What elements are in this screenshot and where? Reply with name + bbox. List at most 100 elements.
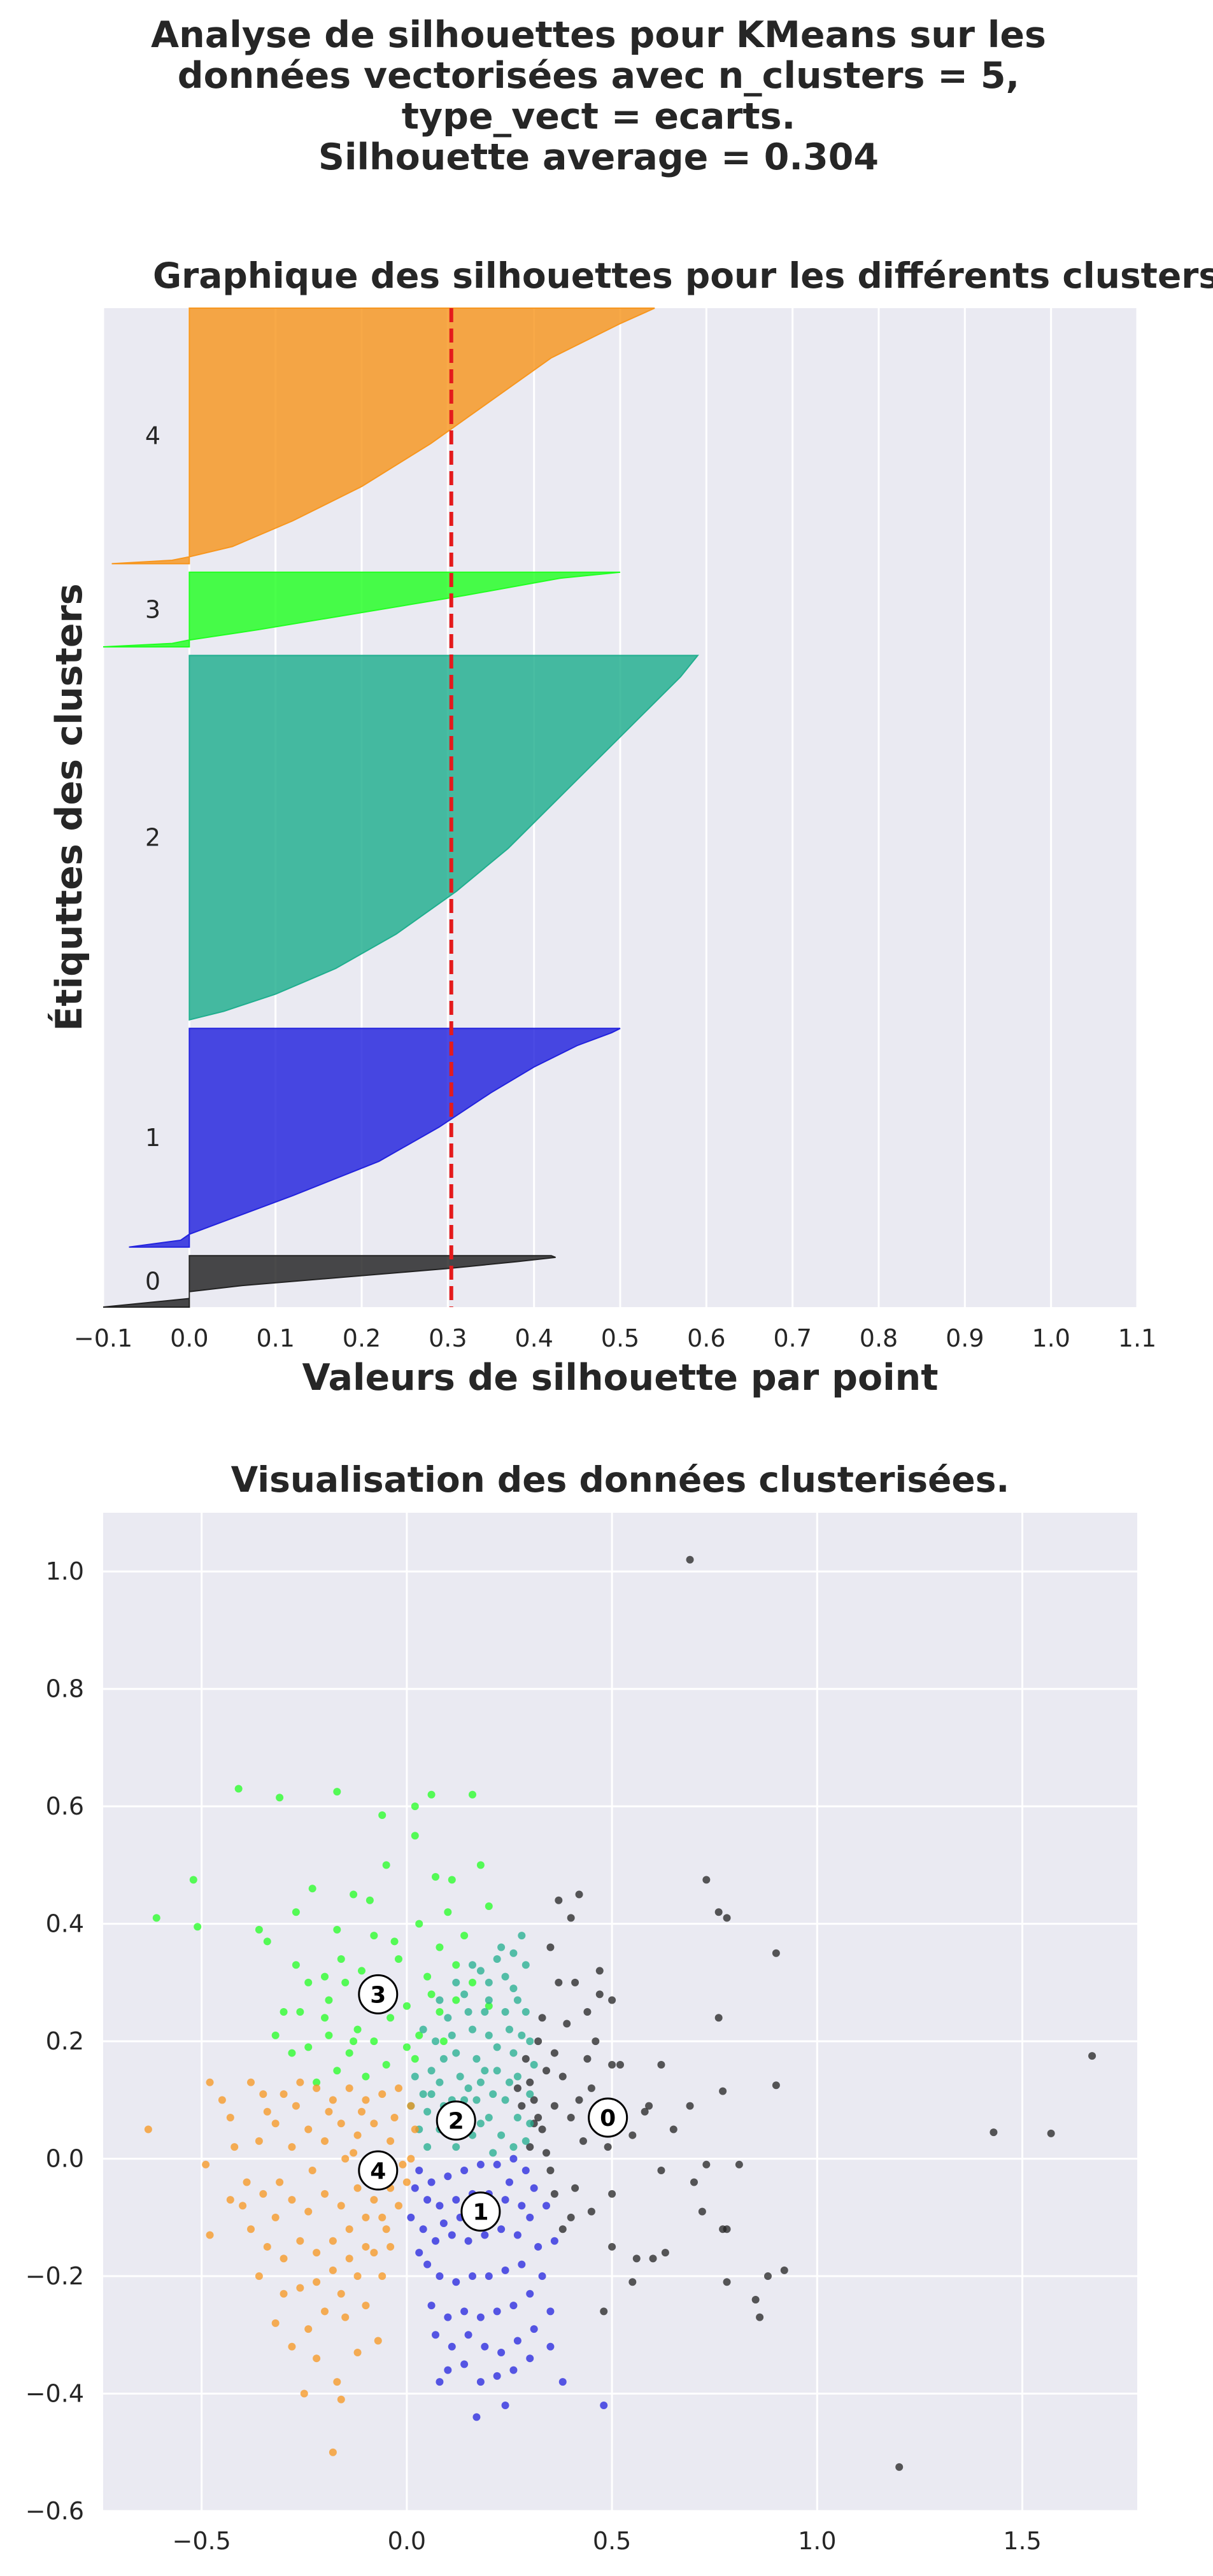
scatter-point-cluster-1 (513, 2231, 521, 2239)
scatter-point-cluster-4 (337, 2120, 345, 2128)
scatter-point-cluster-0 (558, 2072, 567, 2081)
scatter-point-cluster-0 (661, 2249, 669, 2257)
scatter-point-cluster-4 (144, 2125, 152, 2134)
scatter-point-cluster-3 (402, 2043, 411, 2051)
scatter-point-cluster-1 (526, 2354, 534, 2363)
scatter-point-cluster-2 (509, 1949, 518, 1957)
silhouette-cluster-label-2: 2 (145, 824, 160, 852)
silhouette-cluster-label-4: 4 (145, 422, 160, 450)
scatter-point-cluster-0 (714, 1908, 723, 1916)
silhouette-plot-title: Graphique des silhouettes pour les diffé… (153, 255, 1213, 296)
scatter-point-cluster-2 (436, 1996, 444, 2004)
scatter-point-cluster-0 (632, 2254, 641, 2263)
scatter-point-cluster-1 (439, 2219, 448, 2228)
scatter-point-cluster-1 (464, 2237, 472, 2245)
scatter-point-cluster-3 (350, 1890, 358, 1899)
scatter-point-cluster-3 (432, 1872, 439, 1881)
scatter-point-cluster-1 (460, 2360, 469, 2368)
scatter-point-cluster-1 (501, 2266, 509, 2274)
scatter-point-cluster-1 (432, 2237, 439, 2245)
scatter-point-cluster-4 (341, 2155, 350, 2163)
scatter-point-cluster-0 (587, 2084, 595, 2092)
scatter-point-cluster-4 (350, 2149, 358, 2157)
scatter-point-cluster-0 (530, 2096, 538, 2104)
scatter-point-cluster-3 (255, 1925, 263, 1934)
scatter-point-cluster-4 (202, 2160, 210, 2169)
scatter-point-cluster-1 (518, 2202, 526, 2210)
scatter-point-cluster-3 (395, 1955, 402, 1963)
scatter-point-cluster-3 (415, 1920, 423, 1928)
scatter-point-cluster-3 (436, 2008, 444, 2016)
scatter-point-cluster-1 (497, 2225, 506, 2233)
silhouette-area-cluster-1 (129, 1028, 621, 1248)
scatter-point-cluster-3 (189, 1876, 197, 1884)
scatter-point-cluster-3 (362, 2072, 370, 2081)
cluster-center-label-1: 1 (472, 2200, 488, 2226)
figure-title-line-4: Silhouette average = 0.304 (318, 136, 879, 178)
scatter-point-cluster-3 (402, 2002, 411, 2010)
scatter-point-cluster-4 (206, 2078, 214, 2086)
scatter-point-cluster-3 (308, 1885, 316, 1893)
scatter-point-cluster-0 (538, 2125, 546, 2134)
scatter-point-cluster-4 (280, 2090, 288, 2098)
silhouette-area-cluster-0 (103, 1255, 556, 1308)
scatter-point-cluster-4 (308, 2167, 316, 2175)
scatter-point-cluster-2 (518, 1932, 526, 1940)
scatter-point-cluster-3 (452, 1996, 460, 2004)
scatter-point-cluster-3 (444, 1908, 452, 1916)
scatter-point-cluster-2 (419, 2090, 427, 2098)
scatter-point-cluster-4 (321, 2137, 329, 2145)
scatter-y-tick-label: 0.2 (46, 2027, 84, 2055)
scatter-point-cluster-2 (501, 2008, 509, 2016)
scatter-point-cluster-3 (333, 1788, 341, 1796)
scatter-y-tick-label: −0.6 (25, 2497, 84, 2525)
silhouette-x-ticks: −0.1 0.0 0.1 0.2 0.3 0.4 0.5 0.6 0.7 0.8 0.9 1.0 1.1 (74, 1324, 1156, 1352)
scatter-x-tick-label: 1.0 (798, 2527, 836, 2555)
scatter-point-cluster-3 (341, 1978, 350, 1986)
cluster-center-marker-0 (588, 2097, 628, 2138)
scatter-point-cluster-0 (543, 2067, 550, 2075)
figure-title-line-2: données vectorisées avec n_clusters = 5, (178, 55, 1019, 97)
scatter-point-cluster-4 (325, 2107, 333, 2116)
scatter-point-cluster-3 (423, 1972, 432, 1981)
scatter-point-cluster-0 (1047, 2129, 1055, 2137)
scatter-point-cluster-4 (243, 2178, 251, 2186)
scatter-point-cluster-1 (407, 2213, 415, 2221)
scatter-point-cluster-3 (288, 2049, 296, 2057)
scatter-point-cluster-2 (513, 2114, 521, 2122)
scatter-point-cluster-3 (469, 1978, 476, 1986)
scatter-point-cluster-1 (427, 2302, 436, 2310)
scatter-point-cluster-2 (509, 2049, 518, 2057)
scatter-point-cluster-3 (350, 2037, 358, 2046)
scatter-point-cluster-1 (526, 2289, 534, 2298)
scatter-point-cluster-3 (292, 1961, 300, 1969)
silhouette-x-tick-label: 0.7 (773, 1324, 811, 1352)
scatter-point-cluster-0 (546, 1943, 555, 1951)
scatter-point-cluster-4 (321, 2307, 329, 2316)
scatter-point-cluster-4 (255, 2137, 263, 2145)
scatter-point-cluster-4 (296, 2237, 304, 2245)
scatter-point-cluster-4 (353, 2348, 362, 2356)
scatter-point-cluster-0 (1088, 2052, 1096, 2060)
scatter-point-cluster-0 (575, 1890, 583, 1899)
scatter-point-cluster-2 (506, 2078, 513, 2086)
scatter-point-cluster-2 (485, 2031, 493, 2039)
scatter-point-cluster-3 (370, 2037, 378, 2046)
scatter-point-cluster-4 (390, 2114, 399, 2122)
scatter-point-cluster-4 (288, 2196, 296, 2204)
scatter-point-cluster-2 (526, 2037, 534, 2046)
scatter-point-cluster-3 (271, 2031, 280, 2039)
scatter-point-cluster-4 (218, 2096, 226, 2104)
scatter-point-cluster-1 (452, 2196, 460, 2204)
scatter-point-cluster-2 (419, 2025, 427, 2034)
scatter-point-cluster-2 (521, 1961, 530, 1969)
silhouette-cluster-label-0: 0 (145, 1268, 160, 1296)
scatter-point-cluster-0 (534, 2037, 543, 2046)
scatter-point-cluster-1 (530, 2325, 538, 2333)
scatter-x-tick-label: −0.5 (173, 2527, 231, 2555)
scatter-point-cluster-0 (595, 1967, 604, 1975)
scatter-point-cluster-2 (452, 2143, 460, 2151)
scatter-y-tick-label: 1.0 (46, 1557, 84, 1585)
scatter-point-cluster-2 (509, 1985, 518, 1993)
